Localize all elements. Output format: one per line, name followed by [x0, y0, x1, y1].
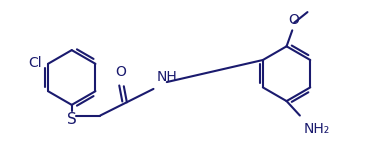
Text: Cl: Cl [29, 56, 42, 70]
Text: NH₂: NH₂ [304, 122, 330, 136]
Text: S: S [67, 112, 77, 127]
Text: O: O [115, 65, 126, 79]
Text: O: O [289, 13, 300, 27]
Text: NH: NH [157, 70, 177, 84]
